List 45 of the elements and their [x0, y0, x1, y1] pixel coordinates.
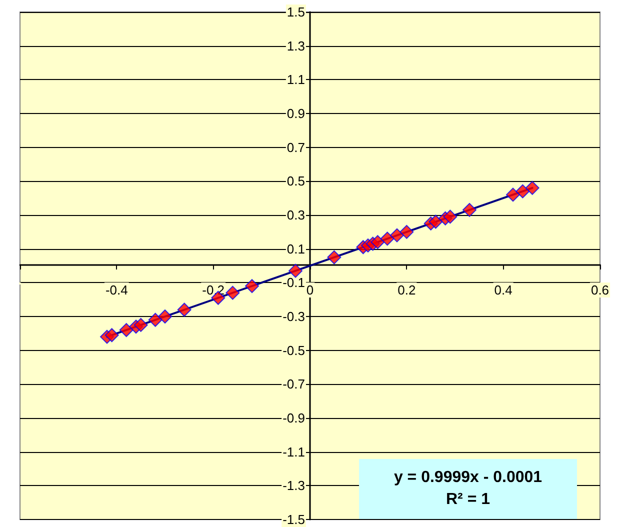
point — [158, 310, 172, 324]
point — [443, 210, 458, 224]
point — [148, 312, 162, 327]
point — [288, 264, 302, 278]
point — [390, 228, 404, 242]
point — [380, 232, 394, 246]
point — [506, 188, 520, 202]
x-tick-label: 0.2 — [398, 282, 416, 298]
point — [516, 184, 530, 198]
point — [134, 318, 148, 332]
point — [428, 214, 443, 229]
annotation: y = 0.9999x - 0.0001 — [392, 468, 544, 488]
y-tick-label: -0.9 — [282, 410, 305, 426]
y-tick-label: -0.5 — [282, 342, 305, 358]
point — [245, 279, 259, 294]
x-tick-label: 0.4 — [494, 282, 512, 298]
annotation: R² = 1 — [444, 490, 491, 510]
y-tick-label: -0.7 — [282, 376, 305, 392]
y-tick-label: 0.7 — [286, 140, 305, 155]
text-box: y = 0.9999x - 0.0001 R² = 1 — [359, 459, 577, 519]
x-tick-label: 0.6 — [590, 282, 610, 298]
point — [119, 323, 134, 338]
y-tick-label: 1.5 — [286, 4, 305, 20]
x-tick-label: -0.4 — [105, 282, 128, 298]
y-tick-label: -0.1 — [282, 275, 305, 290]
point — [462, 202, 476, 217]
y-tick-label: 0.5 — [286, 174, 305, 189]
y-tick-label: 0.1 — [286, 241, 305, 256]
y-tick-label: 1.1 — [286, 72, 305, 88]
y-tick-label: 0.9 — [286, 106, 305, 121]
point — [104, 328, 119, 342]
point — [400, 224, 414, 239]
y-tick-label: 0.3 — [286, 208, 305, 222]
y-tick-label: -1.5 — [282, 512, 305, 527]
y-tick-label: -1.3 — [282, 478, 305, 494]
point — [327, 250, 342, 264]
point — [226, 286, 240, 300]
x-tick-label: 0 — [306, 282, 314, 298]
point — [177, 302, 192, 317]
point — [370, 235, 385, 250]
y-tick-label: -1.1 — [282, 444, 305, 460]
x-tick-label: -0.2 — [202, 282, 225, 298]
point — [525, 180, 540, 195]
y-tick-label: 1.3 — [286, 38, 305, 54]
y-tick-label: -0.3 — [282, 309, 305, 324]
